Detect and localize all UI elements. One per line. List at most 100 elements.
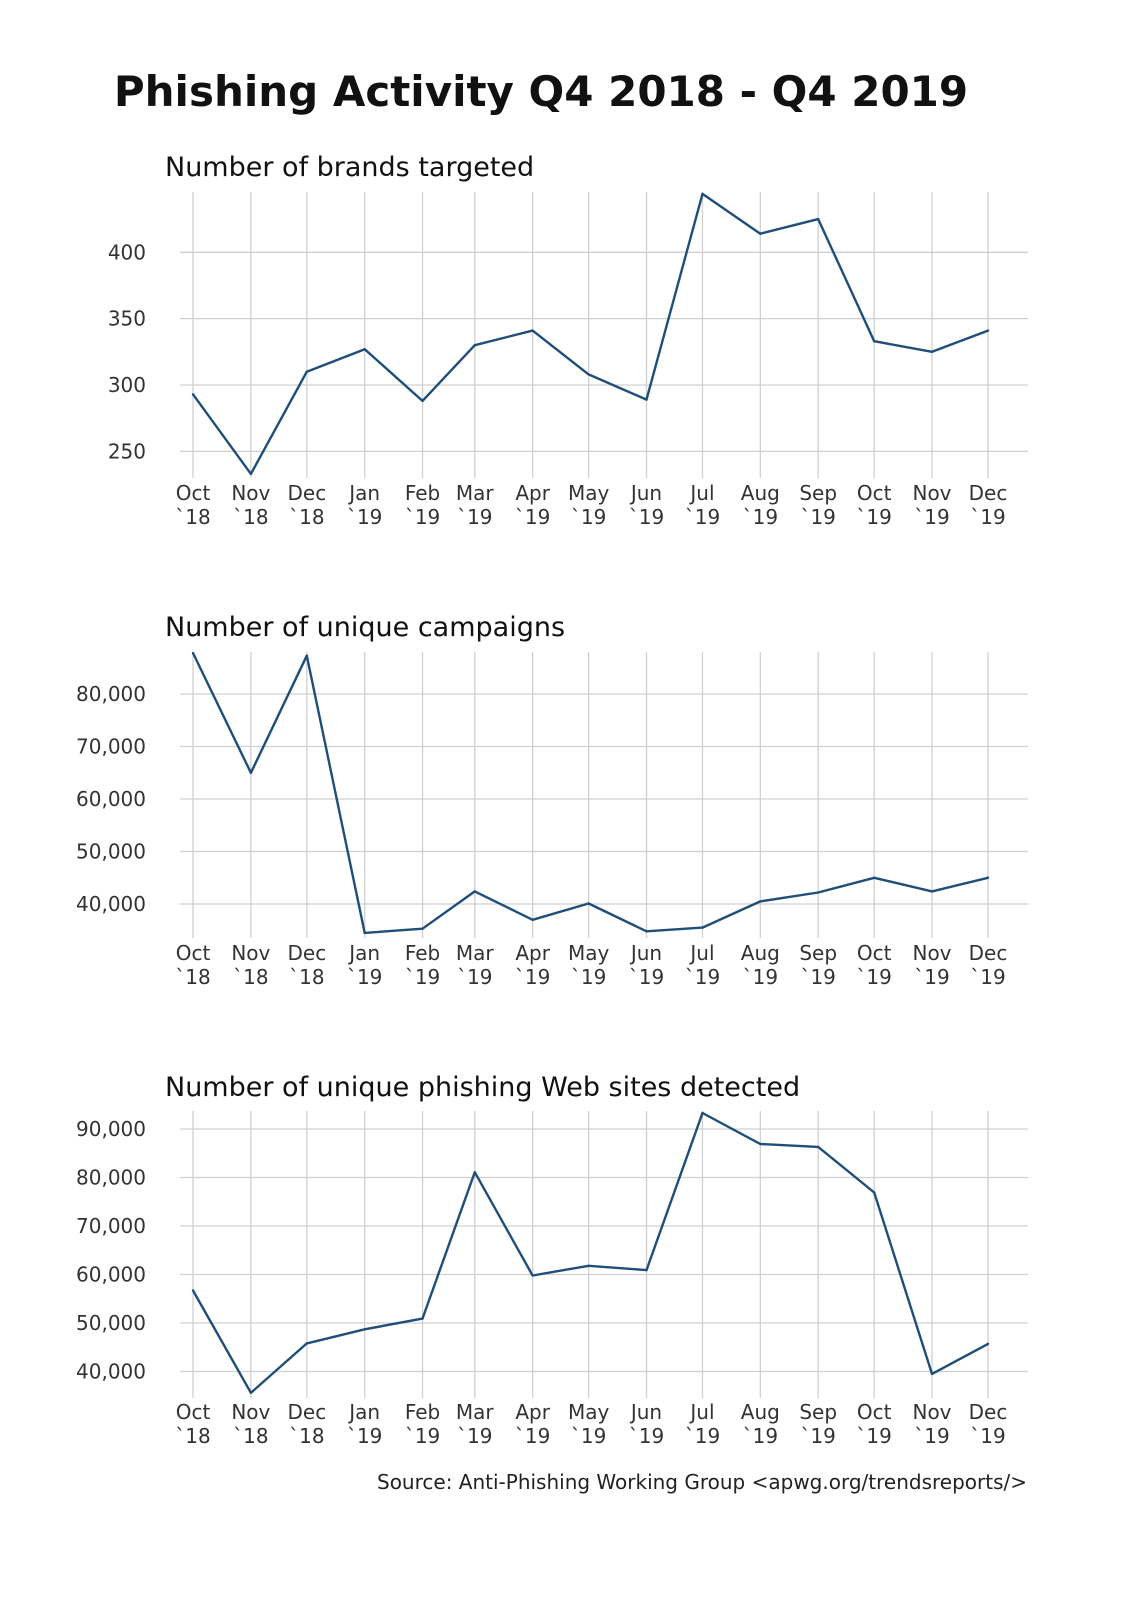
y-tick-label: 50,000 bbox=[76, 840, 146, 864]
y-tick-label: 60,000 bbox=[76, 1263, 146, 1287]
x-tick-year: `18 bbox=[289, 505, 324, 529]
x-tick-month: Nov bbox=[912, 941, 951, 965]
x-tick-month: Sep bbox=[799, 941, 837, 965]
x-tick-month: Nov bbox=[912, 481, 951, 505]
x-tick-year: `19 bbox=[347, 505, 382, 529]
x-tick-month: Apr bbox=[515, 941, 550, 965]
data-point bbox=[759, 900, 762, 903]
x-tick-year: `19 bbox=[515, 1424, 550, 1448]
x-tick-month: Jan bbox=[347, 1400, 380, 1424]
data-point bbox=[986, 329, 990, 332]
data-point bbox=[473, 343, 476, 347]
x-tick-year: `19 bbox=[685, 505, 720, 529]
y-tick-label: 350 bbox=[108, 307, 146, 331]
data-point bbox=[531, 329, 534, 332]
x-tick-month: May bbox=[568, 941, 610, 965]
y-tick-label: 400 bbox=[108, 240, 146, 264]
x-tick-month: Apr bbox=[515, 1400, 550, 1424]
x-tick-month: Dec bbox=[287, 1400, 326, 1424]
data-point bbox=[191, 1289, 195, 1292]
y-tick-label: 60,000 bbox=[76, 787, 146, 811]
x-tick-month: Mar bbox=[456, 941, 495, 965]
x-tick-year: `19 bbox=[405, 965, 440, 989]
x-tick-year: `19 bbox=[743, 965, 778, 989]
x-tick-year: `19 bbox=[685, 965, 720, 989]
panel-title: Number of unique phishing Web sites dete… bbox=[165, 1072, 800, 1103]
panel-title: Number of unique campaigns bbox=[165, 612, 565, 643]
x-tick-month: Oct bbox=[176, 1400, 211, 1424]
x-tick-year: `19 bbox=[856, 965, 891, 989]
data-point bbox=[759, 232, 762, 235]
x-tick-year: `19 bbox=[800, 965, 835, 989]
x-tick-month: Jan bbox=[347, 481, 380, 505]
x-tick-month: Oct bbox=[857, 1400, 892, 1424]
x-tick-year: `19 bbox=[405, 505, 440, 529]
data-point bbox=[759, 1142, 762, 1146]
data-point bbox=[986, 876, 990, 879]
x-tick-year: `19 bbox=[743, 1424, 778, 1448]
x-tick-year: `19 bbox=[515, 505, 550, 529]
data-point bbox=[531, 918, 534, 921]
y-tick-label: 80,000 bbox=[76, 682, 146, 706]
data-point bbox=[363, 1328, 366, 1331]
x-tick-year: `18 bbox=[175, 1424, 210, 1448]
x-tick-year: `19 bbox=[970, 505, 1005, 529]
x-tick-year: `19 bbox=[405, 1424, 440, 1448]
y-tick-label: 300 bbox=[108, 373, 146, 397]
x-tick-month: Oct bbox=[176, 941, 211, 965]
x-tick-month: Feb bbox=[405, 941, 440, 965]
x-tick-month: Jun bbox=[629, 941, 662, 965]
x-tick-year: `19 bbox=[629, 1424, 664, 1448]
x-tick-year: `19 bbox=[515, 965, 550, 989]
x-tick-year: `19 bbox=[457, 965, 492, 989]
data-point bbox=[587, 373, 590, 376]
y-tick-label: 70,000 bbox=[76, 735, 146, 759]
x-tick-month: Mar bbox=[456, 1400, 495, 1424]
data-point bbox=[421, 927, 424, 930]
data-point bbox=[305, 370, 309, 373]
data-point bbox=[363, 347, 366, 351]
x-tick-year: `19 bbox=[743, 505, 778, 529]
data-point bbox=[421, 399, 424, 403]
x-tick-month: Oct bbox=[176, 481, 211, 505]
x-tick-year: `19 bbox=[970, 965, 1005, 989]
x-tick-month: Aug bbox=[741, 941, 780, 965]
x-tick-year: `19 bbox=[970, 1424, 1005, 1448]
data-point bbox=[645, 1268, 648, 1272]
y-tick-label: 40,000 bbox=[76, 892, 146, 916]
data-point bbox=[305, 1342, 309, 1345]
data-point bbox=[816, 1145, 820, 1149]
data-point bbox=[872, 876, 876, 879]
data-point bbox=[930, 1372, 934, 1376]
series-line bbox=[192, 192, 989, 476]
x-tick-month: Dec bbox=[287, 941, 326, 965]
chart-panel-1: Number of brands targeted 250 300 350 400 Oct… bbox=[108, 152, 1028, 529]
x-tick-month: May bbox=[568, 481, 610, 505]
x-tick-year: `19 bbox=[571, 965, 606, 989]
x-tick-year: `19 bbox=[571, 505, 606, 529]
data-point bbox=[305, 654, 309, 657]
x-tick-month: Nov bbox=[912, 1400, 951, 1424]
x-tick-year: `18 bbox=[233, 1424, 268, 1448]
chart-panel-2: Number of unique campaigns 40,000 50,000 60… bbox=[76, 612, 1028, 989]
x-tick-year: `18 bbox=[175, 505, 210, 529]
data-point bbox=[872, 340, 876, 343]
y-tick-label: 90,000 bbox=[76, 1117, 146, 1141]
x-tick-month: Nov bbox=[231, 941, 270, 965]
data-point bbox=[587, 1264, 590, 1267]
x-tick-year: `19 bbox=[800, 505, 835, 529]
x-tick-year: `18 bbox=[175, 965, 210, 989]
x-tick-month: Dec bbox=[969, 941, 1008, 965]
data-point bbox=[531, 1274, 534, 1277]
x-tick-year: `19 bbox=[685, 1424, 720, 1448]
x-tick-year: `19 bbox=[800, 1424, 835, 1448]
x-tick-year: `18 bbox=[289, 1424, 324, 1448]
x-tick-month: Jan bbox=[347, 941, 380, 965]
figure-title: Phishing Activity Q4 2018 - Q4 2019 bbox=[114, 67, 968, 116]
data-point bbox=[701, 192, 704, 196]
x-tick-month: Jun bbox=[629, 1400, 662, 1424]
x-tick-year: `19 bbox=[347, 1424, 382, 1448]
x-tick-year: `19 bbox=[571, 1424, 606, 1448]
x-tick-year: `19 bbox=[629, 965, 664, 989]
